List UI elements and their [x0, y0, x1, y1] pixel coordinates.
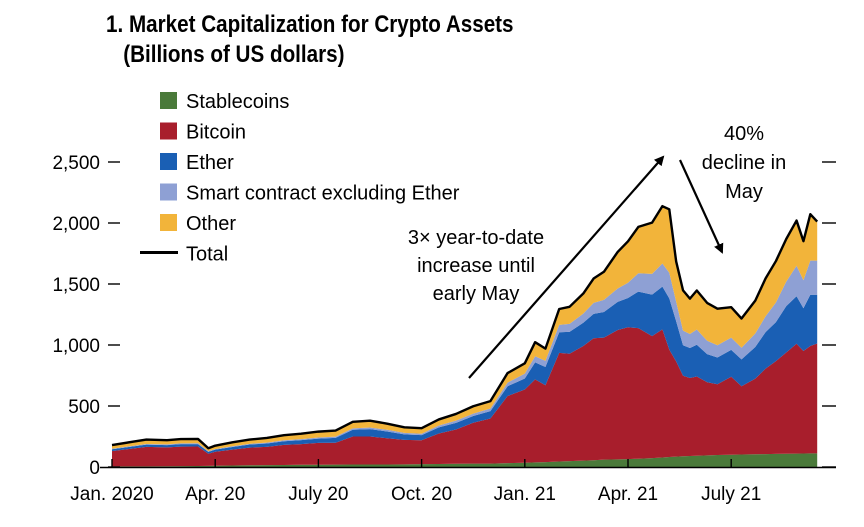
y-tick-label: 1,500 [52, 275, 100, 296]
chart-subtitle: (Billions of US dollars) [123, 41, 345, 68]
stacked-areas [112, 206, 818, 467]
chart-title-main: 1. Market Capitalization for Crypto Asse… [106, 11, 514, 38]
y-tick-label: 1,000 [52, 336, 100, 357]
y-tick-label: 0 [89, 458, 100, 479]
legend-label: Other [186, 213, 236, 235]
y-tick-label: 2,500 [52, 153, 100, 174]
x-tick-label: Jan. 2020 [70, 484, 153, 505]
annotations: 3× year-to-date increase until early May 40… [408, 123, 787, 379]
y-tick-label: 500 [68, 397, 100, 418]
annotation-decline-text: decline in [702, 152, 787, 174]
legend-label: Stablecoins [186, 91, 289, 113]
legend: Stablecoins Bitcoin Ether Smart contract ex… [140, 91, 460, 266]
legend-swatch [160, 183, 177, 201]
legend-label: Ether [186, 152, 234, 174]
area-stablecoins [112, 453, 818, 467]
arrow-decline [678, 159, 724, 254]
x-tick-label: Apr. 20 [185, 484, 245, 505]
area-other [112, 206, 818, 452]
annotation-decline-text: May [725, 181, 763, 203]
chart-title: 1. Market Capitalization for Crypto Asse… [106, 10, 514, 70]
legend-swatch [160, 153, 177, 170]
annotation-increase-text: 3× year-to-date [408, 227, 544, 249]
legend-label: Smart contract excluding Ether [186, 183, 460, 205]
x-tick-label: July 20 [288, 484, 348, 505]
legend-swatch [160, 214, 177, 231]
area-ether [112, 286, 818, 454]
annotation-increase-text: early May [433, 283, 520, 305]
arrow-increase [468, 155, 665, 379]
total-line [111, 204, 819, 450]
y-tick-label: 2,000 [52, 214, 100, 235]
area-bitcoin [112, 327, 818, 467]
annotation-decline-text: 40% [724, 123, 764, 145]
legend-label-total: Total [186, 244, 228, 266]
x-tick-label: Apr. 21 [598, 484, 658, 505]
annotation-increase-text: increase until [417, 255, 535, 277]
legend-swatch [160, 92, 177, 109]
x-tick-label: Oct. 20 [391, 484, 452, 505]
axes: 0 500 1,000 1,500 2,000 2,500 Jan. 2020 Apr. 20… [52, 153, 836, 505]
legend-label: Bitcoin [186, 122, 246, 144]
x-tick-label: July 21 [701, 484, 761, 505]
legend-swatch [160, 122, 177, 140]
total-line-group [111, 204, 819, 450]
x-tick-label: Jan. 21 [494, 484, 556, 505]
